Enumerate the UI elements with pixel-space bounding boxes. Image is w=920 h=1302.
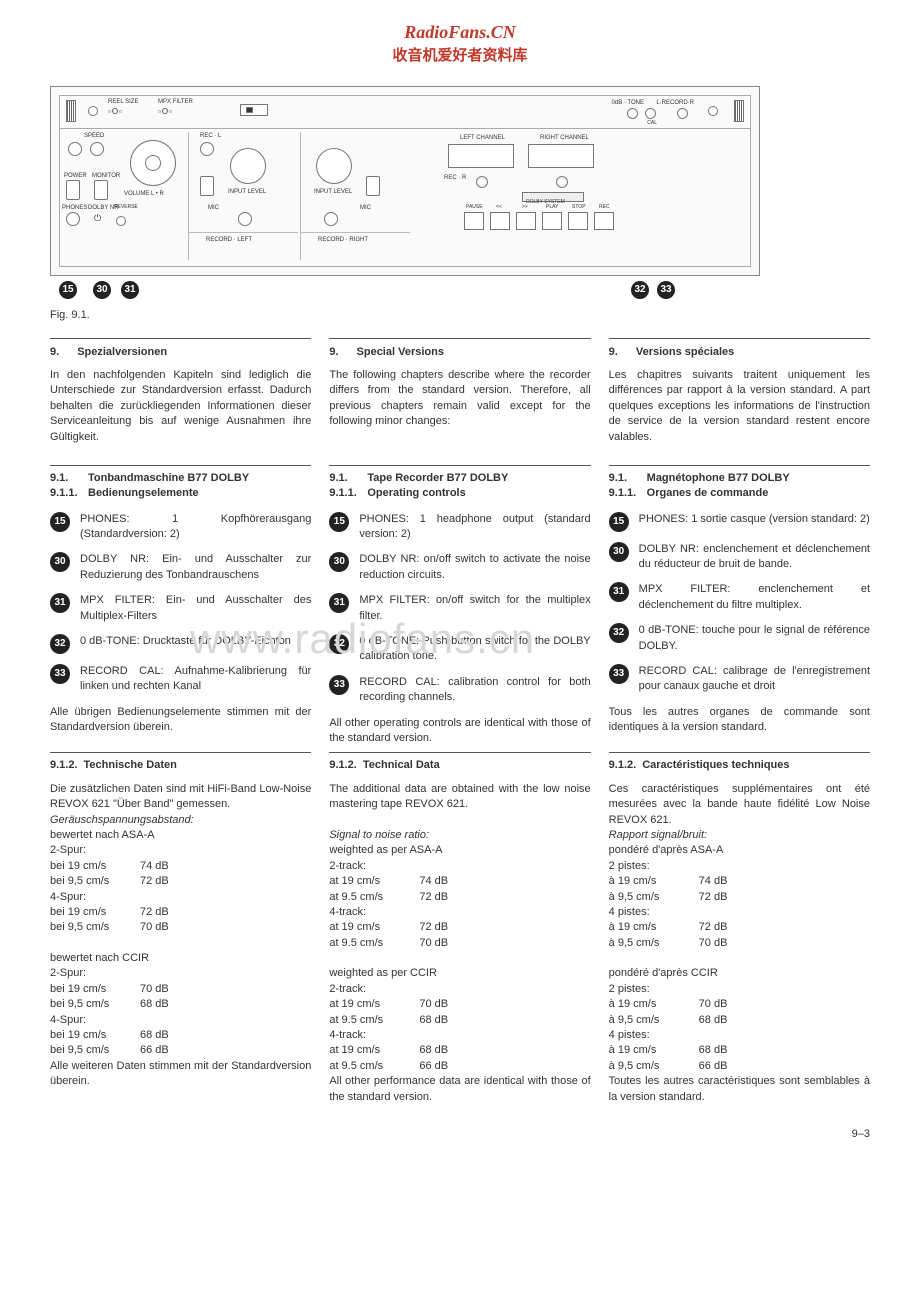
control-badge: 30 <box>329 552 349 572</box>
controls-de: 15 PHONES: 1 Kopfhörerausgang (Standardve… <box>50 512 311 695</box>
control-item: 32 0 dB-TONE: Push-button switch for the … <box>329 634 590 665</box>
col-fr-controls: 9.1.Magnétophone B77 DOLBY 9.1.1.Organes… <box>609 459 870 746</box>
col-en-controls: 9.1.Tape Recorder B77 DOLBY 9.1.1.Operat… <box>329 459 590 746</box>
control-text: MPX FILTER: Ein- und Ausschalter des Mul… <box>80 593 311 624</box>
control-item: 32 0 dB-TONE: Drucktaste für DOLBY-Eichto… <box>50 634 311 654</box>
control-badge: 31 <box>329 593 349 613</box>
site-header: RadioFans.CN 收音机爱好者资料库 <box>50 20 870 66</box>
control-text: MPX FILTER: enclenchement et déclencheme… <box>639 582 870 613</box>
control-item: 33 RECORD CAL: Aufnahme-Kalibrierung für … <box>50 664 311 695</box>
site-title: RadioFans.CN <box>50 20 870 45</box>
control-badge: 32 <box>609 623 629 643</box>
control-badge: 32 <box>329 634 349 654</box>
control-text: DOLBY NR: enclenchement et déclenchement… <box>639 542 870 573</box>
control-item: 15 PHONES: 1 Kopfhörerausgang (Standardve… <box>50 512 311 543</box>
control-text: DOLBY NR: on/off switch to activate the … <box>359 552 590 583</box>
control-item: 32 0 dB-TONE: touche pour le signal de ré… <box>609 623 870 654</box>
control-badge: 33 <box>609 664 629 684</box>
control-item: 30 DOLBY NR: enclenchement et déclencheme… <box>609 542 870 573</box>
control-text: RECORD CAL: calibrage de l'enregistremen… <box>639 664 870 695</box>
page-number: 9–3 <box>50 1127 870 1142</box>
callout-33: 33 <box>657 281 675 299</box>
controls-fr: 15 PHONES: 1 sortie casque (version stand… <box>609 512 870 695</box>
control-badge: 15 <box>50 512 70 532</box>
col-en-tech: 9.1.2.Technical Data The additional data… <box>329 746 590 1105</box>
control-text: PHONES: 1 Kopfhörerausgang (Standardvers… <box>80 512 311 543</box>
figure-caption: Fig. 9.1. <box>50 308 870 323</box>
site-subtitle: 收音机爱好者资料库 <box>50 45 870 66</box>
control-badge: 30 <box>609 542 629 562</box>
control-item: 15 PHONES: 1 sortie casque (version stand… <box>609 512 870 532</box>
control-badge: 33 <box>329 675 349 695</box>
control-text: RECORD CAL: calibration control for both… <box>359 675 590 706</box>
control-badge: 15 <box>329 512 349 532</box>
control-badge: 33 <box>50 664 70 684</box>
control-item: 30 DOLBY NR: on/off switch to activate th… <box>329 552 590 583</box>
control-item: 31 MPX FILTER: enclenchement et déclenche… <box>609 582 870 613</box>
col-fr-sec9: 9.Versions spéciales Les chapitres suiva… <box>609 338 870 459</box>
control-item: 31 MPX FILTER: on/off switch for the mult… <box>329 593 590 624</box>
control-badge: 30 <box>50 552 70 572</box>
control-badge: 31 <box>609 582 629 602</box>
control-text: 0 dB-TONE: Push-button switch for the DO… <box>359 634 590 665</box>
callout-31: 31 <box>121 281 139 299</box>
callout-32: 32 <box>631 281 649 299</box>
device-diagram: REEL SIZE ▫O▫ MPX FILTER ▫O▫ 0dB · TONE … <box>50 86 760 276</box>
col-de-tech: 9.1.2.Technische Daten Die zusätzlichen … <box>50 746 311 1105</box>
controls-en: 15 PHONES: 1 headphone output (standard v… <box>329 512 590 706</box>
control-item: 30 DOLBY NR: Ein- und Ausschalter zur Red… <box>50 552 311 583</box>
control-text: 0 dB-TONE: Drucktaste für DOLBY-Eichton <box>80 634 311 649</box>
callout-30: 30 <box>93 281 111 299</box>
control-text: 0 dB-TONE: touche pour le signal de réfé… <box>639 623 870 654</box>
col-fr-tech: 9.1.2.Caractéristiques techniques Ces ca… <box>609 746 870 1105</box>
control-item: 33 RECORD CAL: calibrage de l'enregistrem… <box>609 664 870 695</box>
control-item: 31 MPX FILTER: Ein- und Ausschalter des M… <box>50 593 311 624</box>
control-text: DOLBY NR: Ein- und Ausschalter zur Reduz… <box>80 552 311 583</box>
callout-15: 15 <box>59 281 77 299</box>
col-de-controls: 9.1.Tonbandmaschine B77 DOLBY 9.1.1.Bedi… <box>50 459 311 746</box>
control-badge: 15 <box>609 512 629 532</box>
control-badge: 32 <box>50 634 70 654</box>
col-de-sec9: 9.Spezialversionen In den nachfolgenden … <box>50 338 311 459</box>
control-text: MPX FILTER: on/off switch for the multip… <box>359 593 590 624</box>
control-item: 15 PHONES: 1 headphone output (standard v… <box>329 512 590 543</box>
control-item: 33 RECORD CAL: calibration control for bo… <box>329 675 590 706</box>
control-text: PHONES: 1 sortie casque (version standar… <box>639 512 870 527</box>
control-text: PHONES: 1 headphone output (standard ver… <box>359 512 590 543</box>
control-text: RECORD CAL: Aufnahme-Kalibrierung für li… <box>80 664 311 695</box>
control-badge: 31 <box>50 593 70 613</box>
col-en-sec9: 9.Special Versions The following chapter… <box>329 338 590 459</box>
